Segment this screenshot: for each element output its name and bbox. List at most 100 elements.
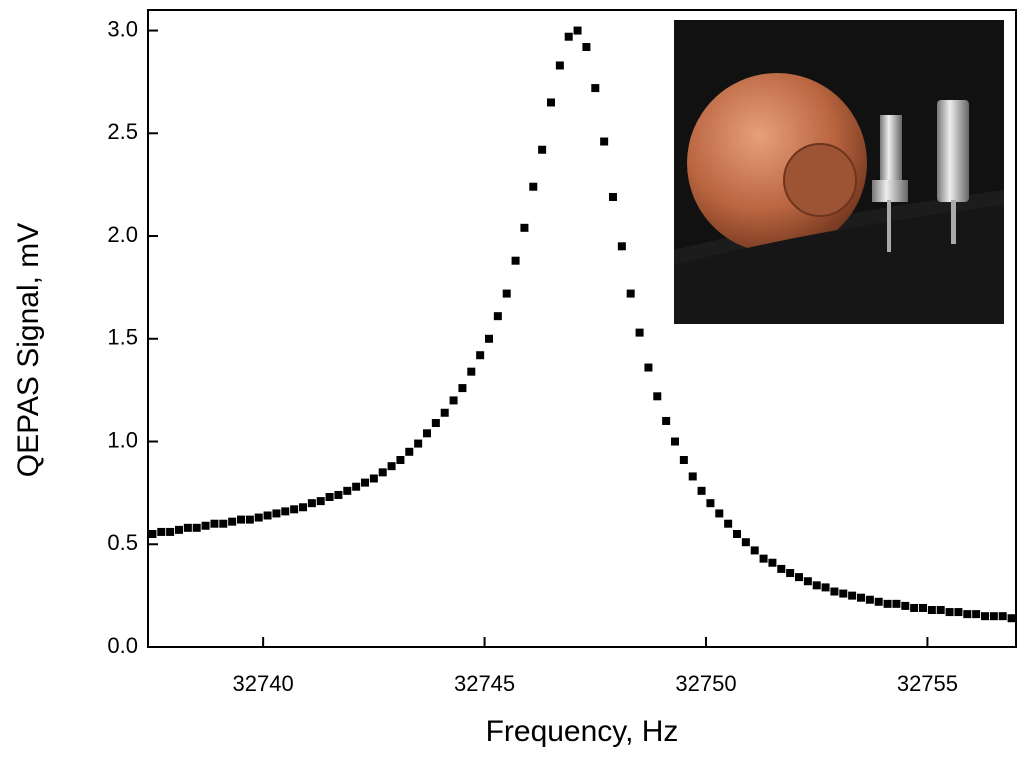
y-tick-label: 1.5 [107,325,138,350]
data-point [679,456,688,465]
data-point [671,437,679,446]
data-point [361,478,369,487]
inset-photo [674,20,1004,324]
data-point [945,608,954,617]
y-tick-label: 0.0 [107,633,138,658]
data-point [626,289,635,298]
data-point [821,583,830,592]
data-point [210,519,219,528]
data-point [263,511,272,520]
data-point [688,472,697,481]
data-point [228,517,237,526]
data-point [892,599,901,608]
data-point [963,610,972,619]
data-point [299,503,307,512]
data-point [431,419,440,428]
data-point [414,439,423,448]
y-tick-label: 3.0 [107,16,138,41]
data-point [493,312,502,321]
data-point [423,429,431,438]
data-point [697,486,706,495]
data-point [910,603,919,612]
data-point [874,597,883,606]
data-point [369,474,378,483]
data-point [998,612,1007,621]
data-point [272,509,281,518]
data-point [936,606,945,615]
data-point [635,328,644,337]
data-point [476,351,485,360]
data-point [183,523,192,532]
data-point [555,61,564,70]
data-point [706,499,715,508]
x-axis-label: Frequency, Hz [486,715,679,748]
data-point [803,577,812,586]
data-point [582,42,591,51]
data-point [405,447,414,456]
data-point [290,505,299,514]
data-point [511,256,520,265]
data-point [768,558,777,567]
data-point [352,482,361,491]
data-point [254,513,263,522]
data-point [972,610,981,619]
y-tick-label: 1.0 [107,427,138,452]
data-point [750,546,759,555]
data-point [883,599,892,608]
data-point [201,521,210,530]
data-point [795,573,803,582]
data-point [166,527,175,536]
data-point [954,608,963,617]
data-point [919,603,927,612]
data-point [440,408,449,417]
data-point [192,523,201,532]
y-tick-label: 2.5 [107,119,138,144]
x-tick-label: 32740 [233,671,294,696]
data-point [502,289,511,298]
data-point [157,527,166,536]
data-point [715,509,724,518]
data-point [812,581,821,590]
data-point [334,490,343,499]
data-point [662,416,671,425]
data-point [653,392,662,401]
data-point [759,554,768,563]
y-tick-label: 2.0 [107,222,138,247]
data-point [741,538,750,547]
data-point [316,497,325,506]
data-point [245,515,254,524]
data-point [1007,614,1016,623]
data-point [927,606,936,615]
data-point [609,192,617,201]
data-point [564,32,573,41]
data-point [281,507,290,516]
data-point [458,384,467,393]
data-point [148,529,157,538]
plot-frame [147,9,1017,648]
data-point [839,589,848,598]
data-point [485,334,493,343]
x-tick-label: 32755 [897,671,958,696]
data-point [901,601,910,610]
data-point [981,612,989,621]
y-tick-label: 0.5 [107,530,138,555]
data-point [600,137,609,146]
data-point [617,242,626,251]
data-point [396,456,405,465]
data-point [644,363,653,372]
data-point [343,486,352,495]
data-point [857,593,865,602]
data-point [733,529,741,538]
data-point [786,569,795,578]
data-point [307,499,316,508]
data-point [325,492,334,501]
data-point [449,396,458,405]
data-point [175,525,183,534]
data-point [538,145,547,154]
data-point [865,595,874,604]
data-point [219,519,228,528]
data-point [989,612,998,621]
data-point [529,182,538,191]
data-point [848,591,857,600]
